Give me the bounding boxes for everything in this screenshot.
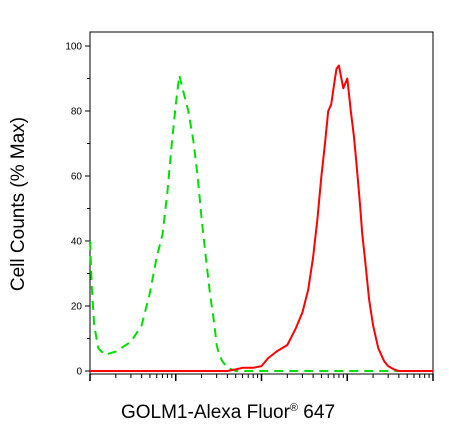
series-line-solid-red xyxy=(90,64,433,372)
x-axis-title-main: GOLM1-Alexa Fluor xyxy=(121,402,291,423)
y-tick-label-100: 100 xyxy=(65,42,82,53)
y-tick-label-40: 40 xyxy=(71,237,83,248)
y-axis-ticks: 0 20 40 60 80 100 xyxy=(65,42,90,378)
x-axis-ticks xyxy=(89,374,434,381)
y-tick-label-20: 20 xyxy=(71,302,83,313)
y-axis-title: Cell Counts (% Max) xyxy=(8,117,29,291)
series-line-dashed-green xyxy=(89,74,433,372)
x-axis-title: GOLM1-Alexa Fluor® 647 xyxy=(121,402,335,423)
series-layer xyxy=(89,64,433,372)
x-axis-title-registered-mark: ® xyxy=(290,402,298,414)
y-tick-label-60: 60 xyxy=(71,172,83,183)
x-axis-title-tail: 647 xyxy=(298,402,335,423)
y-tick-label-0: 0 xyxy=(76,367,82,378)
y-tick-label-80: 80 xyxy=(71,107,83,118)
